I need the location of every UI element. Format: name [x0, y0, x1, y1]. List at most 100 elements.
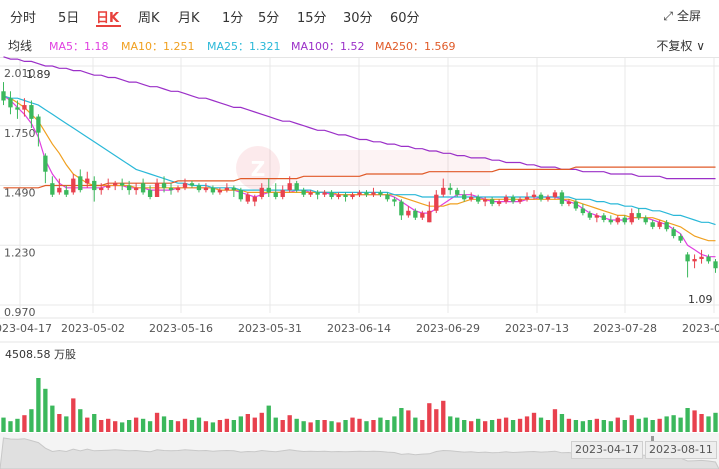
- candle-body: [175, 187, 181, 191]
- candle-body: [706, 256, 711, 262]
- volume-bar: [671, 415, 676, 432]
- candle-body: [287, 183, 292, 191]
- candle-body: [524, 196, 530, 200]
- volume-bar: [168, 420, 174, 432]
- candle-body: [203, 187, 209, 191]
- volume-bar: [636, 418, 641, 432]
- volume-bar: [510, 420, 516, 432]
- tab-30min[interactable]: 30分: [343, 11, 373, 26]
- candle-body: [350, 194, 355, 197]
- volume-bar: [643, 417, 648, 432]
- tab-fenshi[interactable]: 分时: [10, 11, 37, 26]
- volume-bar: [685, 408, 690, 432]
- candle-body: [427, 210, 432, 223]
- volume-bar: [692, 410, 697, 432]
- x-tick-label: 2023-07-28: [593, 322, 657, 335]
- fullscreen-button[interactable]: ⤢ 全屏: [663, 7, 701, 24]
- candle-body: [713, 261, 718, 269]
- volume-bar: [601, 420, 606, 432]
- volume-bars: [1, 378, 718, 432]
- period-tabs: 分时 5日 日K 周K 月K 1分 5分 15分 30分 60分 ⤢ 全屏: [0, 0, 719, 30]
- candle-body: [434, 194, 439, 211]
- x-tick-label: 2023-08-11: [682, 322, 719, 335]
- price-grid: [0, 58, 719, 343]
- candle-body: [196, 185, 202, 191]
- volume-bar: [413, 417, 418, 432]
- candle-body: [629, 213, 634, 223]
- volume-bar: [175, 421, 181, 432]
- tab-monthly-k[interactable]: 月K: [178, 11, 200, 26]
- candle-body: [385, 194, 390, 200]
- volume-bar: [678, 417, 683, 432]
- candle-body: [685, 254, 690, 262]
- low-price-label: 1.09: [688, 293, 713, 306]
- candle-body: [210, 187, 216, 193]
- y-tick-label: 2.010: [4, 67, 36, 80]
- candle-body: [15, 107, 20, 110]
- y-tick-label: 1.490: [4, 187, 36, 200]
- tab-1min[interactable]: 1分: [222, 11, 244, 26]
- volume-bar: [476, 418, 481, 432]
- range-start-label[interactable]: 2023-04-17: [571, 441, 643, 459]
- candle-body: [280, 190, 285, 197]
- candle-body: [413, 210, 418, 218]
- high-low-labels: 1.89 1.09: [26, 68, 713, 306]
- tab-5min[interactable]: 5分: [258, 11, 280, 26]
- candle-body: [168, 187, 174, 191]
- volume-bar: [64, 416, 69, 432]
- candle-body: [36, 116, 41, 133]
- volume-bar: [57, 414, 62, 432]
- tab-5day[interactable]: 5日: [58, 11, 80, 26]
- candle-body: [587, 213, 593, 218]
- tab-weekly-k[interactable]: 周K: [138, 11, 160, 26]
- volume-bar: [119, 422, 125, 432]
- ma10-legend: MA10：1.251: [121, 40, 195, 53]
- volume-bar: [147, 421, 153, 432]
- candle-body: [266, 187, 271, 193]
- candle-body: [71, 178, 76, 193]
- tab-daily-k[interactable]: 日K: [96, 11, 120, 26]
- candle-body: [224, 187, 230, 191]
- candle-body: [322, 192, 327, 195]
- divider-top: [0, 57, 719, 58]
- candle-body: [29, 105, 34, 119]
- candle-body: [336, 194, 341, 197]
- candle-body: [147, 190, 153, 197]
- candle-body: [615, 217, 620, 223]
- volume-bar: [106, 418, 111, 432]
- candle-body: [622, 217, 627, 223]
- volume-bar: [322, 420, 327, 432]
- tab-15min[interactable]: 15分: [297, 11, 327, 26]
- x-tick-label: 2023-05-16: [149, 322, 213, 335]
- volume-bar: [538, 417, 544, 432]
- candle-body: [608, 219, 613, 223]
- candle-body: [455, 190, 460, 195]
- candle-body: [217, 190, 223, 193]
- volume-bar: [133, 417, 139, 432]
- volume-bar: [427, 403, 432, 432]
- volume-bar: [378, 417, 383, 432]
- y-tick-label: 1.230: [4, 246, 36, 259]
- y-tick-label: 0.970: [4, 306, 36, 319]
- volume-bar: [629, 415, 634, 432]
- adjust-dropdown[interactable]: 不复权 ∨: [656, 39, 705, 53]
- candle-body: [189, 183, 195, 186]
- candle-body: [448, 187, 453, 191]
- volume-bar: [524, 416, 530, 432]
- volume-bar: [78, 409, 83, 432]
- ma250-legend: MA250：1.569: [375, 40, 456, 53]
- volume-bar: [308, 422, 313, 432]
- volume-bar: [552, 409, 558, 432]
- candle-body: [517, 199, 523, 202]
- candle-body: [601, 215, 606, 220]
- candle-body: [259, 187, 264, 197]
- candle-body: [531, 194, 537, 197]
- range-end-label[interactable]: 2023-08-11: [645, 441, 717, 459]
- ma25-legend: MA25：1.321: [207, 40, 281, 53]
- candle-body: [57, 187, 62, 193]
- x-axis-ticks: 2023-04-17 2023-05-02 2023-05-16 2023-05-31…: [0, 322, 719, 335]
- tab-60min[interactable]: 60分: [390, 11, 420, 26]
- volume-bar: [1, 417, 6, 432]
- volume-bar: [580, 421, 586, 432]
